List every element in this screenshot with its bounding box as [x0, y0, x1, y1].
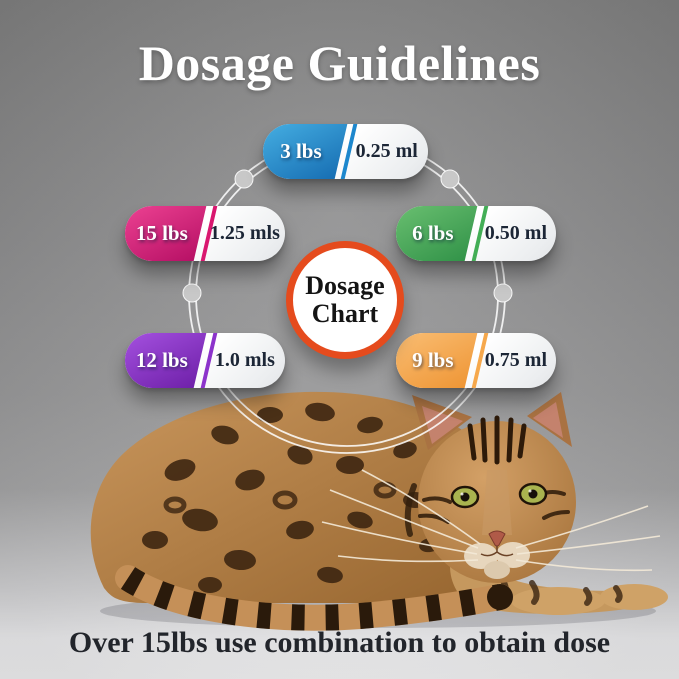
- dose-label: 1.25 mls: [209, 222, 280, 244]
- ring-dot: [234, 169, 254, 189]
- badge-line-1: Dosage: [305, 270, 385, 300]
- pill-15lbs: 15 lbs 1.25 mls: [125, 206, 285, 261]
- pill-9lbs: 9 lbs 0.75 ml: [396, 333, 556, 388]
- weight-label: 12 lbs: [135, 348, 188, 372]
- weight-label: 3 lbs: [280, 139, 322, 163]
- ring-dot: [440, 169, 460, 189]
- badge-line-2: Chart: [311, 299, 379, 328]
- pill-6lbs: 6 lbs 0.50 ml: [396, 206, 556, 261]
- ring-dot: [182, 283, 202, 303]
- dose-label: 0.50 ml: [484, 222, 547, 244]
- pill-12lbs: 12 lbs 1.0 mls: [125, 333, 285, 388]
- weight-label: 9 lbs: [412, 348, 454, 372]
- weight-label: 15 lbs: [135, 221, 188, 245]
- dose-label: 0.25 ml: [355, 140, 418, 162]
- dose-label: 1.0 mls: [214, 349, 275, 371]
- dose-label: 0.75 ml: [484, 349, 547, 371]
- dosage-chart-badge: Dosage Chart: [286, 241, 404, 359]
- page-title: Dosage Guidelines: [138, 35, 541, 91]
- pill-3lbs: 3 lbs 0.25 ml: [263, 124, 428, 179]
- ring-dot: [493, 283, 513, 303]
- footer-note: Over 15lbs use combination to obtain dos…: [68, 626, 611, 659]
- weight-label: 6 lbs: [412, 221, 454, 245]
